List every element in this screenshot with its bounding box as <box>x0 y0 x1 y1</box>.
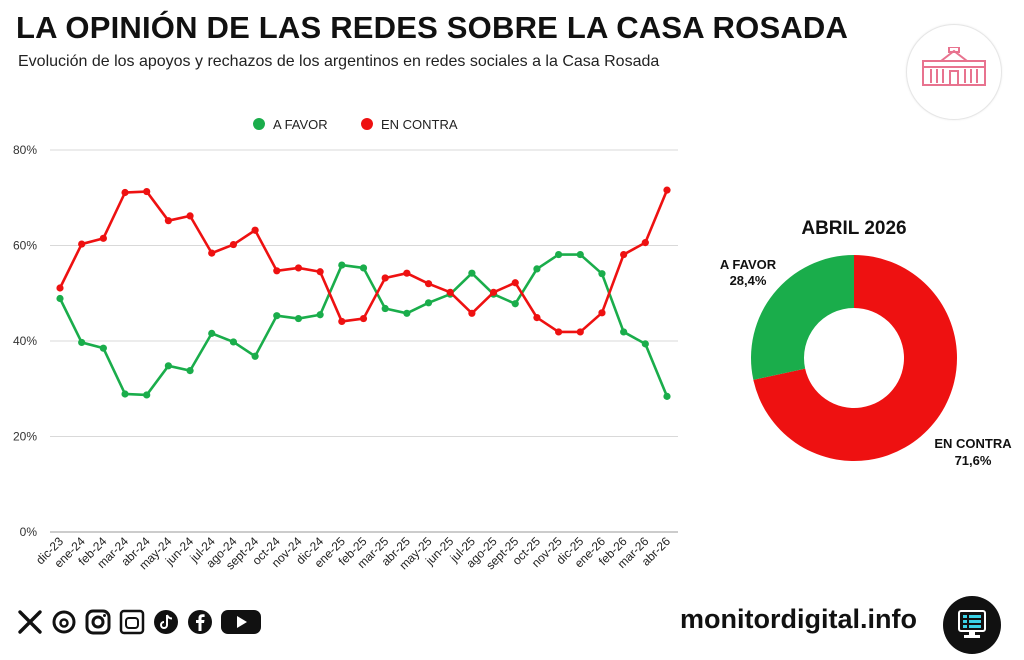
data-point-favor <box>208 329 216 337</box>
instagram-icon[interactable] <box>84 608 112 636</box>
y-tick-label: 0% <box>20 525 38 539</box>
data-point-favor <box>143 391 151 399</box>
line-chart: 0%20%40%60%80% A FAVOR EN CONTRA dic-23e… <box>13 117 678 572</box>
data-point-favor <box>78 338 86 347</box>
data-point-contra <box>121 188 129 197</box>
data-point-favor <box>251 352 259 360</box>
threads-icon[interactable] <box>50 608 78 636</box>
data-point-contra <box>663 186 671 194</box>
data-point-favor <box>381 304 389 313</box>
donut-chart: ABRIL 2026 A FAVOR 28,4% EN CONTRA 71,6% <box>720 218 1012 468</box>
data-point-favor <box>468 269 476 277</box>
legend-marker-favor <box>253 118 265 130</box>
data-point-contra <box>533 314 541 322</box>
data-point-contra <box>56 284 64 292</box>
site-name[interactable]: monitordigital.info <box>680 604 917 634</box>
data-point-contra <box>468 309 476 317</box>
data-point-contra <box>424 280 433 288</box>
y-tick-label: 60% <box>13 239 37 253</box>
data-point-favor <box>229 338 238 346</box>
social-icons <box>16 608 262 636</box>
legend-label-contra: EN CONTRA <box>381 117 458 132</box>
data-point-favor <box>576 250 584 259</box>
data-point-contra <box>359 314 368 323</box>
donut-label-contra: EN CONTRA <box>934 436 1012 451</box>
data-point-favor <box>359 264 368 272</box>
donut-label-favor: A FAVOR <box>720 257 777 272</box>
data-point-favor <box>641 340 649 348</box>
y-tick-label: 40% <box>13 334 37 348</box>
data-point-favor <box>403 309 411 317</box>
monitor-icon <box>943 596 1001 654</box>
data-point-contra <box>294 264 303 272</box>
donut-value-contra: 71,6% <box>955 453 992 468</box>
x-icon[interactable] <box>16 608 44 636</box>
data-point-contra <box>186 212 194 220</box>
facebook-icon[interactable] <box>186 608 214 636</box>
data-point-favor <box>294 314 303 323</box>
donut-slice-contra <box>753 255 957 461</box>
data-point-contra <box>511 279 519 287</box>
casa-rosada-icon <box>922 47 986 86</box>
data-point-favor <box>533 265 541 273</box>
data-point-favor <box>424 299 433 307</box>
data-point-favor <box>121 390 129 398</box>
data-point-contra <box>489 288 498 296</box>
kick-icon[interactable] <box>118 608 146 636</box>
legend-marker-contra <box>361 118 373 130</box>
data-point-contra <box>555 328 563 336</box>
tiktok-icon[interactable] <box>152 608 180 636</box>
legend-label-favor: A FAVOR <box>273 117 328 132</box>
data-point-contra <box>620 250 628 259</box>
data-point-contra <box>78 240 86 248</box>
data-point-favor <box>598 270 606 278</box>
casa-rosada-logo <box>906 24 1002 120</box>
donut-title: ABRIL 2026 <box>801 218 906 239</box>
data-point-contra <box>598 309 606 317</box>
data-point-contra <box>576 328 584 336</box>
page-subtitle: Evolución de los apoyos y rechazos de lo… <box>18 53 660 70</box>
data-point-contra <box>446 288 454 296</box>
donut-value-favor: 28,4% <box>730 273 767 288</box>
data-point-contra <box>164 217 172 225</box>
data-point-favor <box>186 367 194 375</box>
series-line-favor <box>58 253 669 397</box>
data-point-favor <box>164 362 172 370</box>
data-point-contra <box>403 269 411 277</box>
data-point-favor <box>511 300 519 308</box>
data-point-favor <box>663 392 671 400</box>
data-point-favor <box>56 294 64 303</box>
data-point-contra <box>229 240 238 249</box>
data-point-contra <box>316 268 324 276</box>
data-point-favor <box>316 311 324 319</box>
data-point-contra <box>99 234 107 242</box>
series-line-contra <box>58 189 669 334</box>
donut-slice-favor <box>751 255 854 380</box>
page-title: LA OPINIÓN DE LAS REDES SOBRE LA CASA RO… <box>16 10 849 45</box>
data-point-contra <box>641 239 649 247</box>
data-point-favor <box>273 312 281 320</box>
data-point-contra <box>251 226 259 234</box>
y-tick-label: 20% <box>13 430 37 444</box>
y-tick-label: 80% <box>13 143 37 157</box>
data-point-favor <box>620 328 628 336</box>
data-point-contra <box>338 317 346 326</box>
data-point-contra <box>273 267 281 275</box>
data-point-favor <box>338 261 346 269</box>
data-point-contra <box>143 187 151 196</box>
data-point-contra <box>208 249 216 257</box>
data-point-favor <box>99 344 107 352</box>
youtube-icon[interactable] <box>220 608 262 636</box>
data-point-contra <box>381 274 389 282</box>
data-point-favor <box>555 250 563 259</box>
